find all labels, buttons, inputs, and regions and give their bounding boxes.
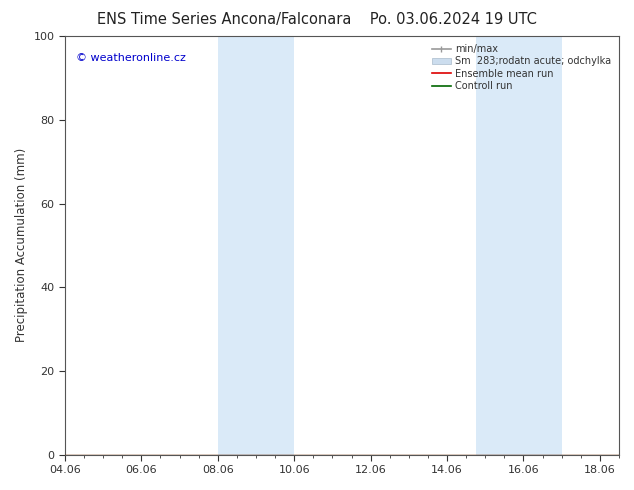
Bar <box>247 36 294 455</box>
Y-axis label: Precipitation Accumulation (mm): Precipitation Accumulation (mm) <box>15 148 28 343</box>
Text: ENS Time Series Ancona/Falconara    Po. 03.06.2024 19 UTC: ENS Time Series Ancona/Falconara Po. 03.… <box>97 12 537 27</box>
Bar <box>505 36 562 455</box>
Legend: min/max, Sm  283;rodatn acute; odchylka, Ensemble mean run, Controll run: min/max, Sm 283;rodatn acute; odchylka, … <box>429 41 614 94</box>
Bar <box>218 36 247 455</box>
Bar <box>476 36 505 455</box>
Text: © weatheronline.cz: © weatheronline.cz <box>76 53 186 63</box>
